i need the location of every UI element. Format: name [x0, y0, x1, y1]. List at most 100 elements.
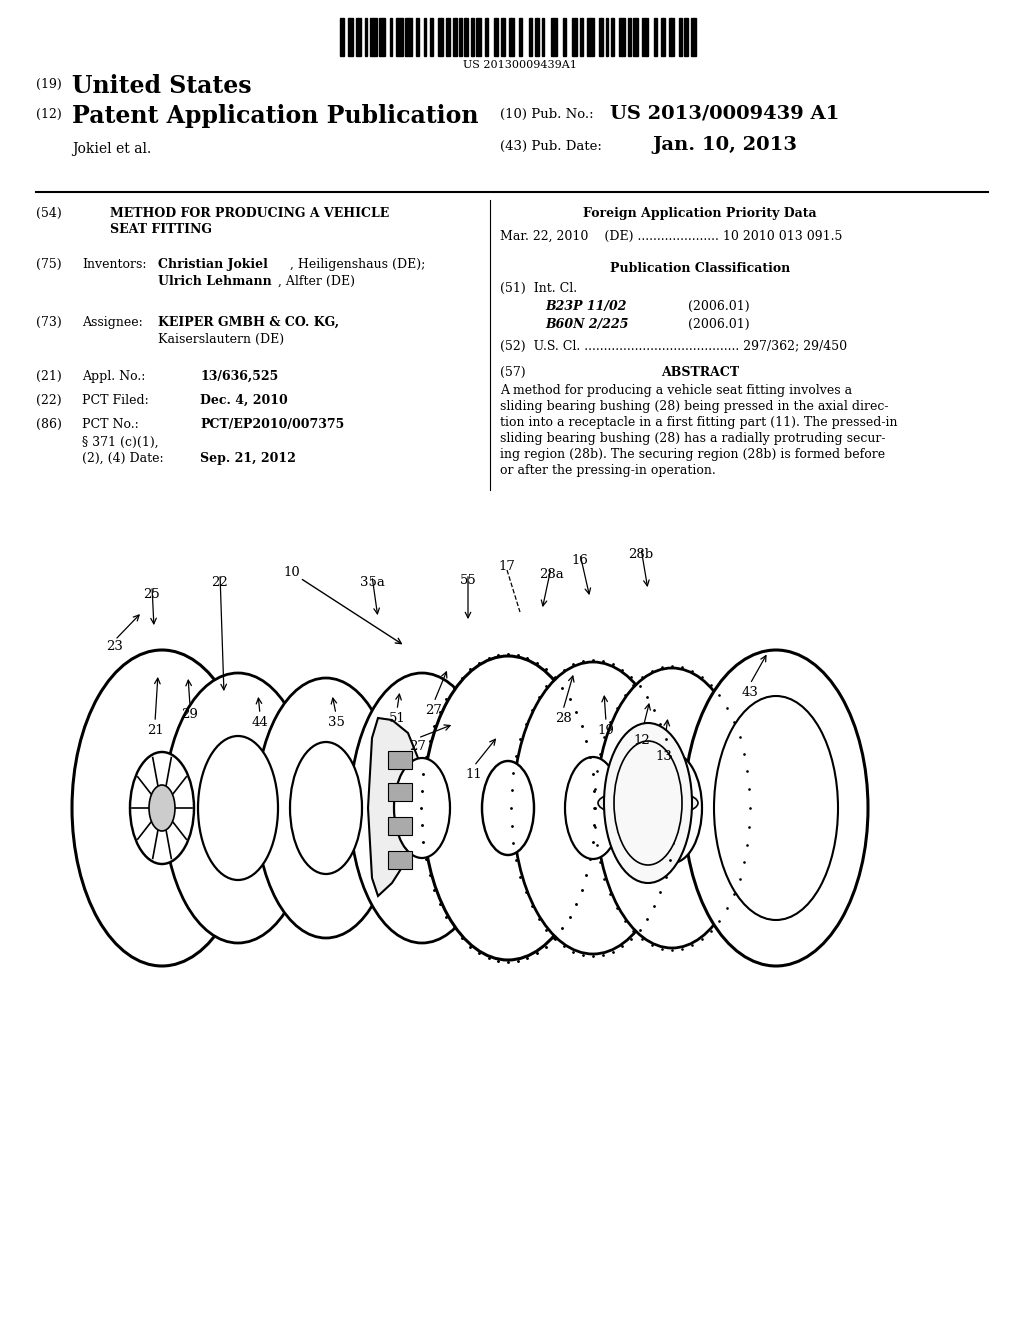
- Bar: [476, 18, 481, 55]
- Text: (54): (54): [36, 207, 61, 220]
- Bar: [388, 751, 412, 770]
- Text: 17: 17: [499, 560, 515, 573]
- Text: 27: 27: [426, 704, 442, 717]
- Bar: [459, 18, 462, 55]
- Bar: [551, 18, 557, 55]
- Ellipse shape: [684, 649, 868, 966]
- Text: METHOD FOR PRODUCING A VEHICLE: METHOD FOR PRODUCING A VEHICLE: [110, 207, 389, 220]
- Ellipse shape: [72, 649, 252, 966]
- Ellipse shape: [423, 656, 593, 960]
- Ellipse shape: [164, 673, 312, 942]
- Text: 13: 13: [655, 750, 673, 763]
- Text: 13/636,525: 13/636,525: [200, 370, 279, 383]
- Bar: [684, 18, 688, 55]
- Bar: [571, 18, 577, 55]
- Bar: [618, 18, 626, 55]
- Bar: [370, 18, 377, 55]
- Text: Jan. 10, 2013: Jan. 10, 2013: [652, 136, 797, 154]
- Text: 23: 23: [106, 639, 124, 652]
- Text: PCT No.:: PCT No.:: [82, 418, 138, 432]
- Bar: [536, 18, 539, 55]
- Bar: [453, 18, 457, 55]
- Text: Ulrich Lehmann: Ulrich Lehmann: [158, 275, 271, 288]
- Ellipse shape: [150, 785, 175, 832]
- Bar: [438, 18, 443, 55]
- Ellipse shape: [750, 762, 802, 854]
- Bar: [396, 18, 402, 55]
- Bar: [509, 18, 514, 55]
- Text: (2006.01): (2006.01): [688, 300, 750, 313]
- Text: ing region (28b). The securing region (28b) is formed before: ing region (28b). The securing region (2…: [500, 447, 885, 461]
- Bar: [642, 18, 647, 55]
- Text: US 2013/0009439 A1: US 2013/0009439 A1: [610, 104, 840, 121]
- Bar: [501, 18, 505, 55]
- Text: Patent Application Publication: Patent Application Publication: [72, 104, 478, 128]
- Text: Inventors:: Inventors:: [82, 257, 146, 271]
- Text: Kaiserslautern (DE): Kaiserslautern (DE): [158, 333, 284, 346]
- Text: , Heiligenshaus (DE);: , Heiligenshaus (DE);: [290, 257, 425, 271]
- Text: 55: 55: [460, 573, 476, 586]
- Bar: [464, 18, 468, 55]
- Bar: [379, 18, 384, 55]
- Text: (51)  Int. Cl.: (51) Int. Cl.: [500, 282, 578, 294]
- Bar: [588, 18, 594, 55]
- Text: (75): (75): [36, 257, 61, 271]
- Text: (2006.01): (2006.01): [688, 318, 750, 331]
- Text: sliding bearing bushing (28) has a radially protruding secur-: sliding bearing bushing (28) has a radia…: [500, 432, 886, 445]
- Text: (52)  U.S. Cl. ........................................ 297/362; 29/450: (52) U.S. Cl. ..........................…: [500, 341, 847, 352]
- Bar: [580, 18, 584, 55]
- Text: 44: 44: [252, 715, 268, 729]
- Bar: [679, 18, 682, 55]
- Bar: [388, 851, 412, 869]
- Text: 35: 35: [328, 715, 344, 729]
- Text: 19: 19: [598, 723, 614, 737]
- Ellipse shape: [256, 678, 396, 939]
- Bar: [430, 18, 433, 55]
- Ellipse shape: [604, 723, 692, 883]
- Text: Mar. 22, 2010    (DE) ..................... 10 2010 013 091.5: Mar. 22, 2010 (DE) .....................…: [500, 230, 843, 243]
- Text: KEIPER GMBH & CO. KG,: KEIPER GMBH & CO. KG,: [158, 315, 339, 329]
- Bar: [495, 18, 499, 55]
- Text: 29: 29: [181, 708, 199, 721]
- Bar: [611, 18, 613, 55]
- Bar: [485, 18, 487, 55]
- Text: sliding bearing bushing (28) being pressed in the axial direc-: sliding bearing bushing (28) being press…: [500, 400, 889, 413]
- Bar: [388, 817, 412, 836]
- Ellipse shape: [350, 673, 494, 942]
- Ellipse shape: [596, 668, 748, 948]
- Text: 21: 21: [146, 723, 164, 737]
- Text: 27: 27: [410, 739, 426, 752]
- Bar: [424, 18, 426, 55]
- Bar: [654, 18, 656, 55]
- Text: Sep. 21, 2012: Sep. 21, 2012: [200, 451, 296, 465]
- Bar: [355, 18, 360, 55]
- Bar: [471, 18, 473, 55]
- Bar: [628, 18, 631, 55]
- Text: (21): (21): [36, 370, 61, 383]
- Text: PCT/EP2010/007375: PCT/EP2010/007375: [200, 418, 344, 432]
- Bar: [365, 18, 368, 55]
- Bar: [542, 18, 544, 55]
- Text: 28: 28: [555, 711, 571, 725]
- Ellipse shape: [290, 742, 362, 874]
- Ellipse shape: [394, 758, 450, 858]
- Text: 43: 43: [741, 685, 759, 698]
- Ellipse shape: [565, 756, 621, 859]
- Text: 28a: 28a: [539, 568, 563, 581]
- Text: , Alfter (DE): , Alfter (DE): [278, 275, 355, 288]
- Bar: [519, 18, 522, 55]
- Polygon shape: [368, 718, 418, 896]
- Text: (22): (22): [36, 393, 61, 407]
- Text: (73): (73): [36, 315, 61, 329]
- Text: (12): (12): [36, 108, 61, 121]
- Bar: [599, 18, 603, 55]
- Text: Dec. 4, 2010: Dec. 4, 2010: [200, 393, 288, 407]
- Bar: [340, 18, 344, 55]
- Bar: [691, 18, 696, 55]
- Ellipse shape: [513, 663, 673, 954]
- Bar: [406, 18, 412, 55]
- Text: or after the pressing-in operation.: or after the pressing-in operation.: [500, 465, 716, 477]
- Text: (57): (57): [500, 366, 525, 379]
- Text: (10) Pub. No.:: (10) Pub. No.:: [500, 108, 594, 121]
- Text: ABSTRACT: ABSTRACT: [660, 366, 739, 379]
